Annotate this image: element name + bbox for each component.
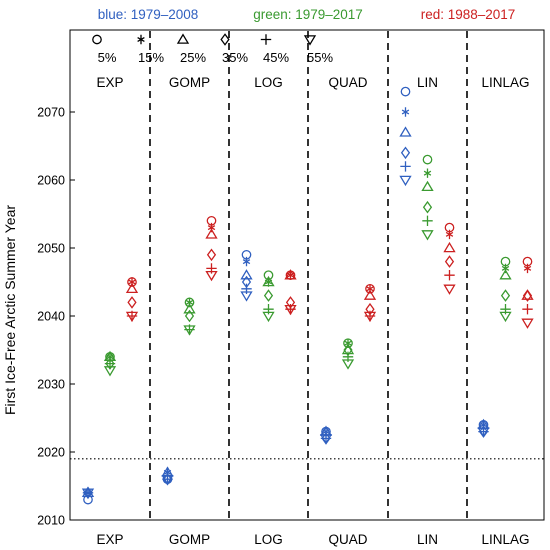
data-point-quad-green-55pct: [341, 359, 355, 370]
y-tick-label: 2050: [37, 242, 65, 256]
panel-label-top: LOG: [254, 75, 283, 90]
panel-label-top: QUAD: [328, 75, 367, 90]
data-point-lin-red-25pct: [443, 241, 456, 253]
panel-label-bottom: LIN: [417, 532, 438, 547]
data-point-lin-green-15pct: [423, 168, 432, 178]
data-point-lin-blue-55pct: [399, 175, 412, 187]
data-point-linlag-red-45pct: [522, 304, 533, 315]
data-point-quad-red-55pct: [363, 311, 377, 323]
data-point-gomp-blue-55pct: [161, 474, 174, 486]
data-point-exp-red-35pct: [127, 296, 137, 309]
data-point-log-blue-55pct: [240, 291, 253, 302]
panel-label-top: GOMP: [169, 75, 210, 90]
data-point-log-red-55pct: [284, 304, 297, 316]
legend-marker-diamond: [220, 33, 230, 46]
data-point-lin-blue-5pct: [400, 86, 411, 97]
data-point-linlag-green-55pct: [499, 311, 512, 323]
period-legend: blue: 1979–2008 green: 1979–2017 red: 19…: [98, 7, 516, 22]
data-point-gomp-red-55pct: [205, 270, 218, 282]
panel-label-bottom: QUAD: [328, 532, 367, 547]
legend-marker-plus: [260, 34, 272, 45]
data-point-log-green-25pct: [262, 275, 275, 287]
y-tick-label: 2070: [37, 106, 65, 120]
legend-period-blue: blue: 1979–2008: [98, 7, 199, 22]
legend-threshold-label: 35%: [222, 50, 248, 65]
legend-threshold-label: 45%: [263, 50, 289, 65]
panel-label-bottom: LINLAG: [481, 532, 529, 547]
legend-threshold-label: 15%: [138, 50, 164, 65]
data-point-lin-blue-35pct: [400, 146, 411, 160]
data-point-lin-green-25pct: [421, 180, 434, 192]
data-point-exp-red-25pct: [125, 282, 139, 294]
data-point-lin-red-35pct: [444, 255, 455, 268]
panel-label-top: LINLAG: [481, 75, 529, 90]
data-point-gomp-red-35pct: [206, 248, 217, 262]
data-point-linlag-red-15pct: [523, 263, 532, 274]
panel-label-bottom: LOG: [254, 532, 283, 547]
legend-marker-triangle-up: [176, 33, 190, 44]
data-point-exp-green-55pct: [103, 366, 117, 377]
data-point-exp-blue-55pct: [81, 488, 95, 499]
legend-marker-circle: [92, 34, 102, 45]
data-point-lin-red-55pct: [443, 284, 456, 295]
data-point-gomp-red-25pct: [205, 228, 218, 239]
data-point-exp-red-55pct: [125, 311, 139, 323]
legend-threshold-label: 25%: [180, 50, 206, 65]
data-point-linlag-green-35pct: [500, 289, 511, 302]
data-point-lin-green-5pct: [422, 154, 433, 165]
data-point-linlag-red-55pct: [521, 318, 534, 329]
data-point-linlag-blue-55pct: [477, 427, 490, 438]
data-point-lin-red-15pct: [445, 229, 454, 240]
legend-threshold-label: 5%: [98, 50, 117, 65]
y-axis-label: First Ice-Free Arctic Summer Year: [2, 205, 18, 415]
panel-label-top: LIN: [417, 75, 438, 90]
data-point-log-red-25pct: [284, 269, 297, 280]
y-tick-label: 2020: [37, 446, 65, 460]
data-point-gomp-green-25pct: [183, 303, 196, 314]
data-point-lin-green-55pct: [421, 230, 434, 241]
data-point-log-green-55pct: [262, 311, 275, 323]
plot-frame: [69, 29, 545, 521]
y-tick-label: 2060: [37, 174, 65, 188]
data-point-lin-blue-25pct: [399, 126, 412, 137]
panel-label-bottom: GOMP: [169, 532, 210, 547]
data-point-linlag-green-25pct: [499, 269, 512, 280]
legend-marker-asterisk: [137, 34, 145, 45]
data-point-lin-green-35pct: [422, 200, 433, 214]
data-point-log-blue-25pct: [240, 269, 253, 280]
data-point-log-green-35pct: [263, 289, 274, 302]
data-point-linlag-red-25pct: [521, 289, 534, 300]
data-point-gomp-green-55pct: [183, 325, 196, 336]
legend-period-red: red: 1988–2017: [421, 7, 516, 22]
data-point-log-blue-15pct: [242, 256, 251, 267]
data-point-lin-blue-45pct: [400, 161, 411, 172]
y-tick-label: 2010: [37, 514, 65, 528]
y-tick-label: 2030: [37, 378, 65, 392]
panel-label-top: EXP: [96, 75, 123, 90]
data-point-quad-blue-55pct: [319, 434, 333, 445]
panel-label-bottom: EXP: [96, 532, 123, 547]
data-point-lin-green-45pct: [422, 215, 433, 226]
y-tick-label: 2040: [37, 310, 65, 324]
legend-marker-triangle-down: [303, 35, 317, 46]
data-point-gomp-green-35pct: [184, 309, 195, 323]
legend-period-green: green: 1979–2017: [253, 7, 363, 22]
data-point-lin-blue-15pct: [401, 107, 410, 117]
legend-threshold-label: 55%: [307, 50, 333, 65]
data-point-quad-red-25pct: [363, 289, 377, 300]
data-point-lin-red-45pct: [444, 270, 455, 281]
data-point-linlag-red-35pct: [522, 289, 533, 302]
